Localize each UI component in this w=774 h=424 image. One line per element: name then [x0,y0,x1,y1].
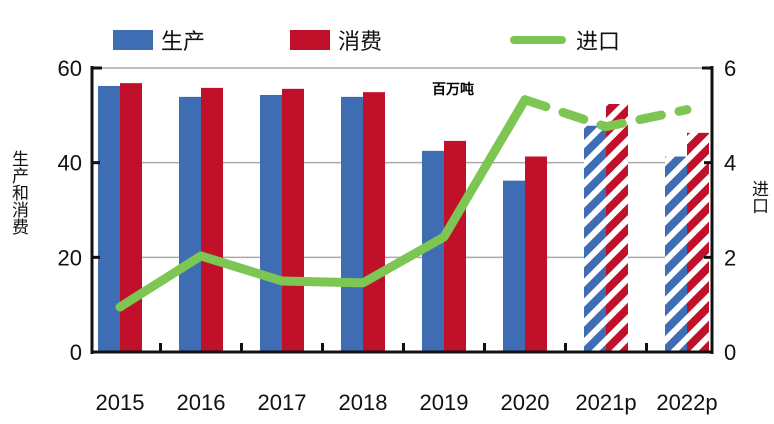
y-tick-label: 40 [58,151,82,176]
bar-production [422,150,444,352]
x-tick-label: 2017 [258,390,307,415]
x-tick-label: 2016 [177,390,226,415]
bar-consumption [282,88,304,353]
bar-production [179,96,201,352]
bar-production [503,180,525,352]
x-tick-label: 2020 [501,390,550,415]
bar-production [260,94,282,352]
y2-axis-label: 进口 [748,180,768,214]
y2-tick-label: 4 [724,151,736,176]
legend-item-consumption: 消费 [290,24,382,56]
legend-label-consumption: 消费 [338,29,383,54]
legend-label-production: 生产 [161,29,206,54]
bar-consumption [363,92,385,352]
y2-tick-label: 0 [724,340,736,365]
y-tick-label: 0 [70,340,82,365]
y2-tick-label: 6 [724,56,736,81]
y-axis-label: 生产和消费 [8,150,28,235]
bar-production [665,156,687,352]
bar-production [341,96,363,352]
x-tick-label: 2022p [656,390,717,415]
bar-consumption [444,140,466,352]
legend-item-production: 生产 [113,24,205,56]
bar-consumption [525,156,547,352]
bar-consumption [606,103,628,353]
legend-label-imports: 进口 [576,29,621,54]
y-tick-label: 60 [58,56,82,81]
unit-note: 百万吨 [432,82,474,98]
x-tick-label: 2015 [96,390,145,415]
line-imports [115,95,530,312]
legend-item-imports: 进口 [510,24,620,56]
y-tick-label: 20 [58,245,82,270]
bar-consumption [687,132,709,352]
x-tick-label: 2021p [575,390,636,415]
bar-consumption [201,87,223,352]
bar-production [98,85,120,352]
legend-swatch-imports [510,36,566,44]
bar-consumption [120,83,142,352]
y2-tick-label: 2 [724,245,736,270]
x-tick-label: 2018 [339,390,388,415]
bar-production [584,125,606,352]
x-tick-label: 2019 [420,390,469,415]
legend-swatch-production [113,30,153,50]
legend-swatch-consumption [290,30,330,50]
